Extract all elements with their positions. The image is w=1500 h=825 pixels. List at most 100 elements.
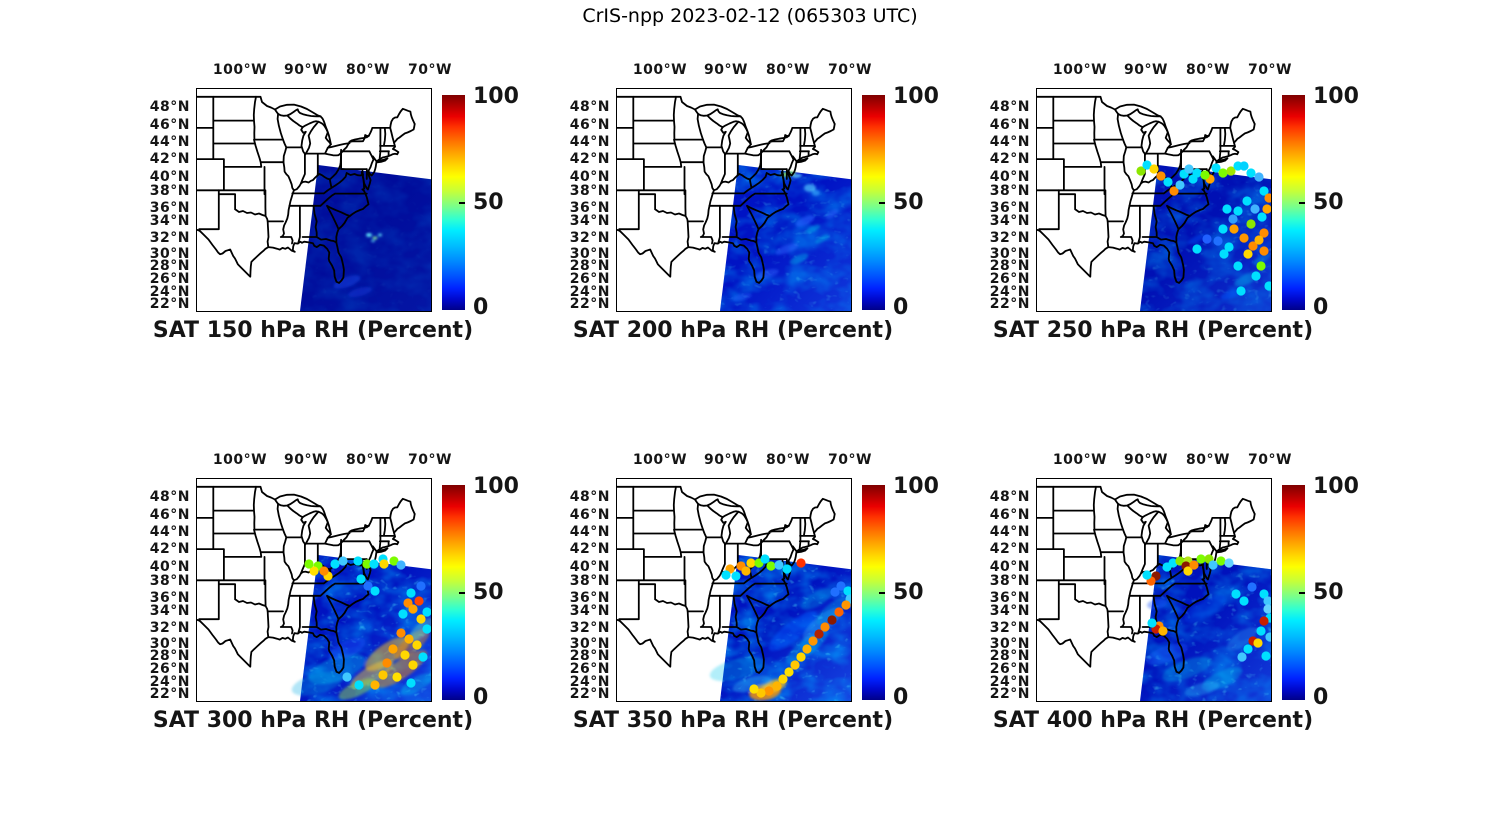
state-borders-path <box>1038 579 1110 638</box>
state-borders-path <box>765 168 788 180</box>
rh-dot <box>1263 596 1271 606</box>
lat-tick-label: 40°N <box>569 169 610 185</box>
rh-patch <box>789 253 809 265</box>
lon-tick-label: 90°W <box>1124 452 1168 468</box>
state-borders-path <box>694 108 742 118</box>
lat-tick-label: 26°N <box>149 661 190 677</box>
lat-tick-label: 28°N <box>989 648 1030 664</box>
lat-tick-label: 36°N <box>989 590 1030 606</box>
state-borders <box>1037 95 1256 284</box>
colorbar-sat-200-hpa <box>862 95 885 310</box>
rh-dot <box>841 600 851 610</box>
rh-dot <box>1175 180 1185 190</box>
rh-patch <box>1187 233 1207 245</box>
rh-dot <box>1256 261 1266 271</box>
lon-tick-label: 90°W <box>704 452 748 468</box>
satellite-swath <box>720 165 851 311</box>
state-borders-path <box>1106 594 1178 635</box>
lat-tick-label: 24°N <box>569 284 610 300</box>
colorbar-tick-label: 100 <box>473 84 519 109</box>
state-borders-path <box>345 168 368 180</box>
rh-dot <box>1233 261 1243 271</box>
rh-dot <box>772 681 782 691</box>
rh-dot <box>408 660 418 670</box>
rh-patch <box>1147 598 1167 610</box>
rh-dot <box>422 607 431 617</box>
lon-tick-label: 80°W <box>346 452 390 468</box>
state-borders-path <box>279 528 295 635</box>
lat-tick-label: 32°N <box>569 230 610 246</box>
lon-tick-label: 100°W <box>1052 452 1108 468</box>
lat-tick-label: 28°N <box>149 258 190 274</box>
state-borders-path <box>1114 498 1162 508</box>
rh-dot <box>342 672 352 682</box>
rh-patch <box>372 236 378 240</box>
rh-dot <box>1202 234 1212 244</box>
state-borders-path <box>1114 108 1162 118</box>
state-borders-path <box>694 498 742 508</box>
rh-dot <box>1218 168 1228 178</box>
lat-tick-label: 28°N <box>569 648 610 664</box>
state-borders-path <box>708 172 788 231</box>
colorbar-tick-label: 0 <box>893 295 909 320</box>
rh-patch <box>333 275 361 289</box>
lat-tick-label: 48°N <box>989 489 1030 505</box>
rh-dot <box>1246 219 1256 229</box>
state-borders-path <box>274 108 322 118</box>
rh-patches <box>291 617 431 700</box>
state-borders-path <box>1157 120 1172 146</box>
lat-tick-label: 36°N <box>149 590 190 606</box>
state-borders-path <box>1216 157 1229 164</box>
rh-dot <box>784 667 794 677</box>
rh-dot <box>1183 566 1193 576</box>
colorbar-mid-tick <box>459 201 465 204</box>
rh-patch <box>364 636 410 672</box>
state-borders-path <box>376 157 389 164</box>
state-borders-path <box>1157 510 1172 536</box>
state-borders-path <box>787 127 815 172</box>
rh-patch <box>348 287 372 297</box>
lat-tick-label: 48°N <box>569 489 610 505</box>
rh-patch <box>1184 681 1220 697</box>
state-borders-path <box>618 579 690 638</box>
state-borders-path <box>1106 204 1178 245</box>
rh-dot <box>721 570 731 580</box>
lat-tick-label: 48°N <box>149 489 190 505</box>
rh-dot <box>363 581 373 591</box>
rh-dot <box>1261 651 1271 661</box>
lat-tick-label: 36°N <box>569 200 610 216</box>
lat-tick-label: 32°N <box>569 620 610 636</box>
colorbar-mid-tick <box>879 591 885 594</box>
rh-dot <box>354 680 364 690</box>
rh-patches <box>333 233 382 297</box>
lat-tick-label: 34°N <box>989 213 1030 229</box>
state-borders-path <box>1037 485 1256 539</box>
rh-dot <box>378 670 388 680</box>
rh-dot <box>1243 249 1253 259</box>
rh-patch <box>805 224 821 234</box>
rh-dot <box>827 615 837 625</box>
rh-dot <box>1149 164 1159 174</box>
rh-dot <box>1216 556 1226 566</box>
rh-dot <box>414 596 424 606</box>
rh-dot <box>1236 286 1246 296</box>
state-borders-path <box>1168 150 1182 181</box>
lat-tick-label: 42°N <box>569 540 610 557</box>
rh-dot <box>370 586 380 596</box>
rh-dot <box>416 614 426 624</box>
state-borders-path <box>1140 120 1160 156</box>
state-borders-path <box>300 510 320 546</box>
rh-dot <box>1233 206 1243 216</box>
rh-dot <box>808 636 818 646</box>
rh-patch <box>1146 643 1188 665</box>
rh-patch <box>775 243 799 255</box>
lat-tick-label: 46°N <box>569 117 610 133</box>
rh-patch <box>291 672 343 696</box>
state-borders-path <box>1164 530 1191 547</box>
lat-tick-label: 46°N <box>989 507 1030 523</box>
rh-dot <box>1239 233 1249 243</box>
state-borders-path <box>274 498 322 508</box>
rh-dot <box>1162 562 1172 572</box>
rh-patch <box>401 673 431 695</box>
